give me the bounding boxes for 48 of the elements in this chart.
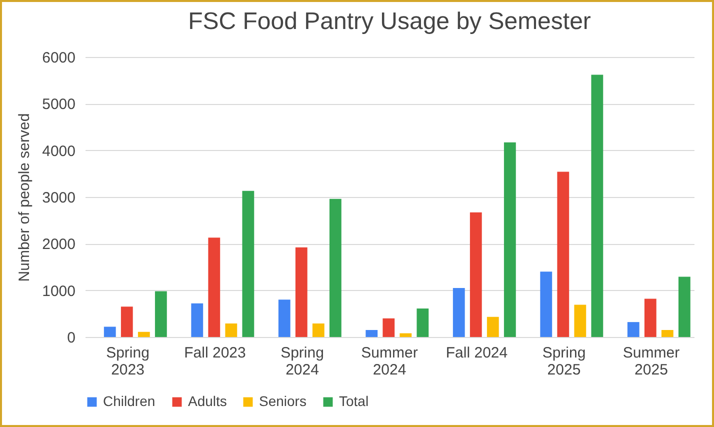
- bar: [329, 198, 342, 337]
- bar: [678, 276, 690, 337]
- x-tick-label: Spring 2025: [542, 344, 586, 378]
- bar: [627, 322, 640, 337]
- bar: [225, 323, 238, 337]
- bar: [644, 298, 656, 337]
- x-tick-label: Summer 2024: [361, 344, 418, 378]
- legend-label: Children: [103, 393, 156, 409]
- y-tick-label: 6000: [42, 50, 76, 66]
- bar: [278, 300, 290, 337]
- x-tick-label: Spring 2024: [280, 344, 324, 378]
- bar: [191, 303, 204, 337]
- y-tick-label: 3000: [42, 190, 76, 206]
- y-tick-label: 2000: [42, 236, 76, 254]
- chart-title: FSC Food Pantry Usage by Semester: [188, 8, 591, 35]
- bar: [504, 142, 516, 337]
- bar: [557, 172, 570, 337]
- bar: [366, 330, 378, 337]
- bar: [540, 272, 552, 337]
- bar: [470, 212, 482, 337]
- bar: [661, 330, 674, 337]
- x-tick-label: Fall 2023: [184, 344, 246, 362]
- bar: [574, 304, 586, 337]
- bar: [400, 333, 412, 337]
- bar: [242, 190, 254, 337]
- x-tick-label: Fall 2024: [446, 344, 508, 362]
- bar: [312, 323, 324, 337]
- bar: [138, 332, 150, 337]
- y-axis-title: Number of people served: [16, 113, 34, 282]
- legend-label: Seniors: [259, 393, 306, 409]
- bar: [416, 308, 429, 337]
- bar: [208, 238, 220, 337]
- bar: [452, 288, 465, 337]
- bar: [486, 316, 499, 337]
- legend-label: Total: [339, 393, 369, 409]
- bar: [104, 326, 116, 337]
- y-tick-label: 4000: [42, 142, 76, 160]
- bar: [154, 291, 167, 337]
- bar: [295, 247, 308, 337]
- bar: [120, 306, 133, 337]
- x-tick-label: Spring 2023: [106, 344, 150, 378]
- y-tick-label: 5000: [42, 96, 76, 114]
- y-tick-label: 1000: [42, 282, 76, 300]
- legend-label: Adults: [188, 393, 227, 409]
- x-tick-label: Summer 2025: [622, 344, 680, 378]
- bar: [382, 318, 395, 337]
- bar: [591, 74, 604, 337]
- y-tick-label: 0: [67, 330, 76, 346]
